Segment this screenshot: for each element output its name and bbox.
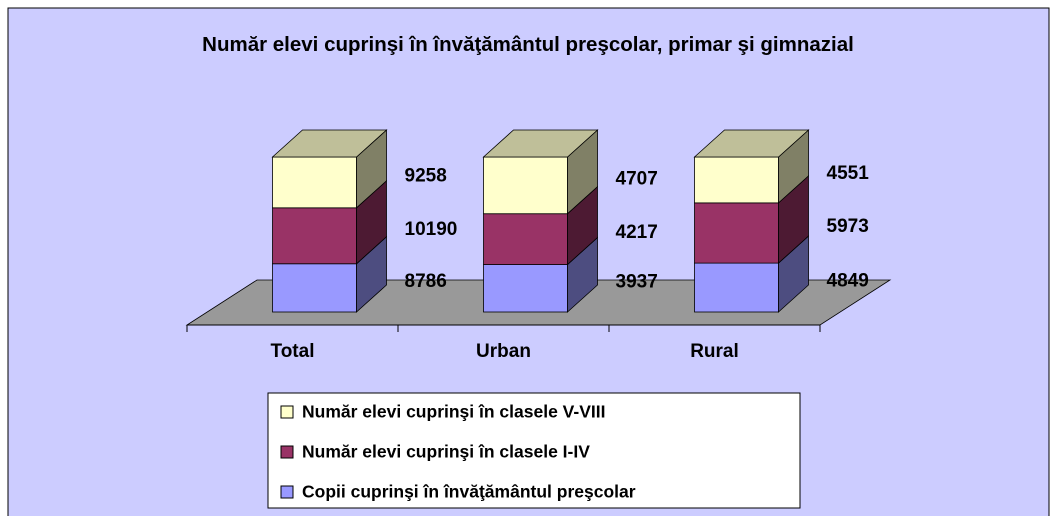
legend-label: Copii cuprinşi în învăţământul preşcolar <box>302 482 636 502</box>
legend-swatch <box>280 405 294 419</box>
bar-top <box>271 129 388 158</box>
chart-title: Număr elevi cuprinşi în învăţământul pre… <box>202 33 854 56</box>
legend-swatch <box>280 485 294 499</box>
data-label: 8786 <box>405 271 447 292</box>
data-label: 10190 <box>405 219 458 240</box>
bar-top <box>693 129 810 158</box>
data-label: 4707 <box>616 168 658 189</box>
data-label: 4217 <box>616 222 658 243</box>
x-tick-label: Total <box>271 341 315 362</box>
bar-segment <box>694 156 779 204</box>
data-label: 4551 <box>827 163 870 184</box>
x-tick-label: Rural <box>690 341 739 362</box>
data-label: 4849 <box>827 271 869 292</box>
x-tick-label: Urban <box>476 341 531 362</box>
bar-segment <box>272 156 357 209</box>
legend-label: Număr elevi cuprinşi în clasele I-IV <box>302 442 590 462</box>
legend-swatch <box>280 445 294 459</box>
bar-segment <box>483 213 568 265</box>
bar-segment <box>694 262 779 313</box>
bar-segment <box>483 156 568 215</box>
bar-segment <box>483 264 568 313</box>
bar-segment <box>272 207 357 265</box>
bar-segment <box>272 263 357 313</box>
bar-top <box>482 129 599 158</box>
bar-segment <box>694 202 779 264</box>
data-label: 5973 <box>827 216 869 237</box>
legend-label: Număr elevi cuprinşi în clasele V-VIII <box>302 402 605 422</box>
data-label: 9258 <box>405 165 447 186</box>
legend <box>267 392 801 509</box>
data-label: 3937 <box>616 271 658 292</box>
